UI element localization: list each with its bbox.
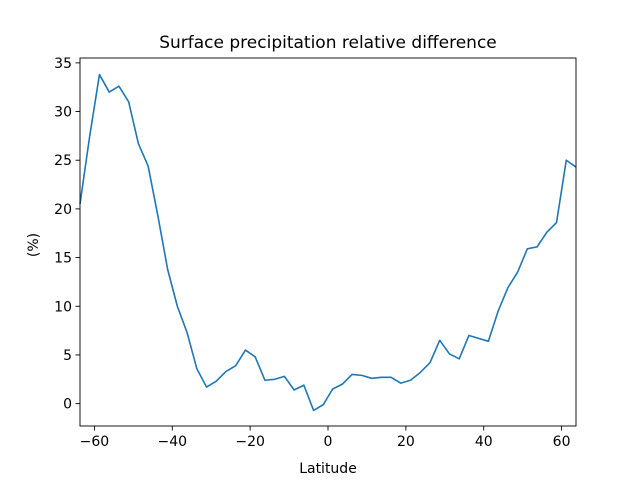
y-tick-label: 5 — [63, 348, 72, 364]
x-axis-label: Latitude — [299, 461, 357, 477]
y-tick-label: 20 — [54, 202, 72, 218]
y-axis-ticks: 0 5 10 15 20 25 30 35 — [54, 56, 80, 413]
x-tick-label: −60 — [80, 434, 110, 450]
y-tick-label: 15 — [54, 251, 72, 267]
x-tick-label: 0 — [324, 434, 333, 450]
chart-title: Surface precipitation relative differenc… — [159, 33, 497, 53]
y-tick-label: 0 — [63, 397, 72, 413]
y-tick-label: 35 — [54, 56, 72, 72]
x-tick-label: 60 — [553, 434, 571, 450]
x-tick-label: 20 — [397, 434, 415, 450]
x-tick-label: 40 — [475, 434, 493, 450]
series-line-0 — [79, 73, 577, 412]
y-axis-label: (%) — [26, 233, 42, 257]
x-tick-label: −40 — [157, 434, 187, 450]
y-tick-label: 30 — [54, 105, 72, 121]
x-axis-ticks: −60 −40 −20 0 20 40 60 — [80, 426, 571, 450]
y-tick-label: 10 — [54, 299, 72, 315]
y-tick-label: 25 — [54, 153, 72, 169]
x-tick-label: −20 — [235, 434, 265, 450]
